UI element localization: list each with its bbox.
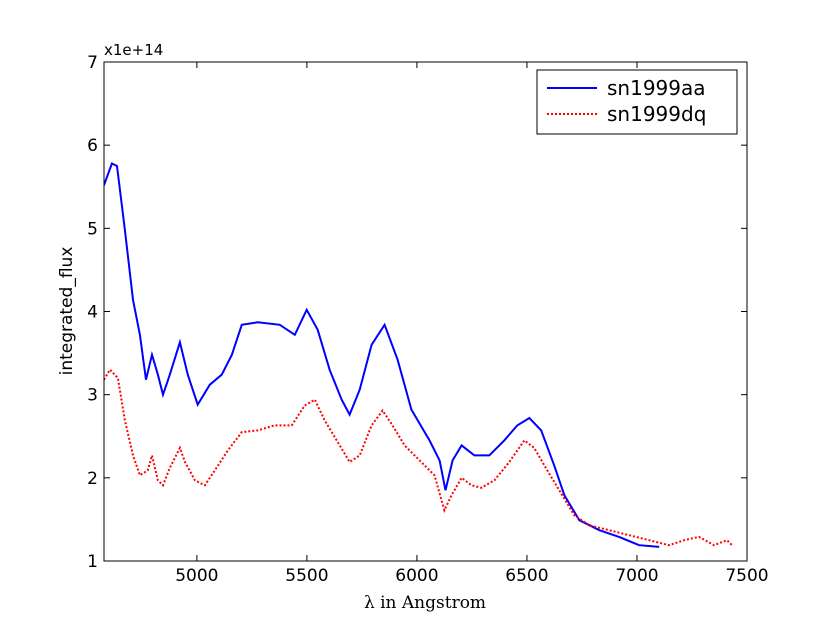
y-axis-label: integrated_flux [57,247,77,376]
y-tick-label: 3 [87,386,98,406]
legend-label: sn1999aa [607,76,706,100]
y-tick-label: 4 [87,303,98,323]
y-tick-label: 1 [87,552,98,572]
x-tick-label: 6000 [395,566,438,586]
y-tick-label: 2 [87,469,98,489]
legend-label: sn1999dq [607,102,706,126]
legend-box [536,69,738,135]
y-tick-label: 5 [87,219,98,239]
series-line [104,368,733,547]
x-tick-label: 7500 [725,566,768,586]
x-tick-label: 5000 [175,566,218,586]
x-tick-label: 5500 [285,566,328,586]
y-tick-label: 7 [87,53,98,73]
x-tick-label: 6500 [505,566,548,586]
y-offset-label: x1e+14 [104,41,163,59]
series-line [104,162,660,548]
y-tick-label: 6 [87,136,98,156]
x-tick-label: 7000 [615,566,658,586]
x-axis-label: λ in Angstrom [364,593,486,613]
